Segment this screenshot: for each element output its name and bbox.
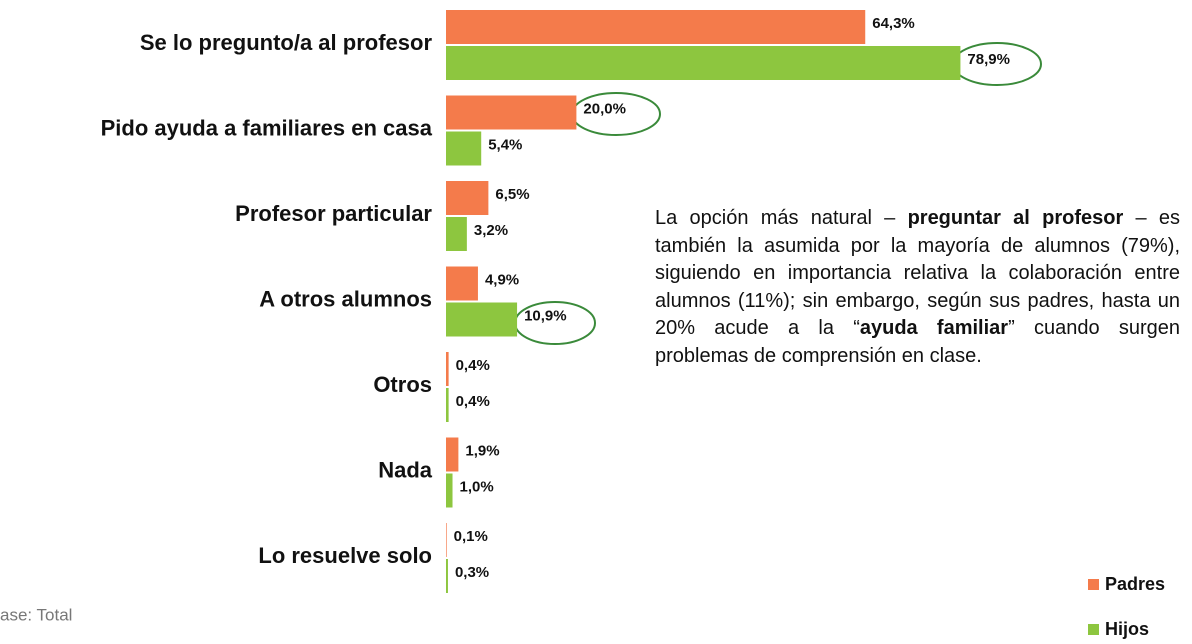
data-label: 6,5% (495, 186, 529, 203)
data-label: 78,9% (967, 51, 1010, 68)
bar (446, 131, 482, 166)
bar (446, 217, 467, 251)
category-label: Nada (378, 457, 433, 482)
data-label: 20,0% (583, 100, 626, 117)
category-label: Lo resuelve solo (258, 543, 432, 568)
bar (446, 46, 961, 80)
bar (446, 181, 489, 215)
data-label: 64,3% (872, 15, 915, 32)
data-label: 0,4% (456, 393, 490, 410)
bar (446, 523, 447, 557)
bar (446, 302, 518, 337)
data-label: 4,9% (485, 271, 519, 288)
data-label: 5,4% (488, 136, 522, 153)
legend-swatch (1088, 579, 1099, 590)
category-label: Profesor particular (235, 201, 432, 226)
bar (446, 388, 449, 422)
data-label: 1,0% (460, 478, 494, 495)
bar (446, 473, 453, 508)
data-label: 0,4% (456, 357, 490, 374)
legend-label: Padres (1105, 574, 1165, 594)
annotation: La opción más natural – preguntar al pro… (655, 205, 1180, 370)
footnote: ase: Total (0, 605, 72, 624)
data-label: 1,9% (465, 442, 499, 459)
data-label: 3,2% (474, 222, 508, 239)
category-label: Pido ayuda a familiares en casa (101, 115, 433, 140)
bar (446, 95, 577, 130)
bar (446, 10, 866, 44)
legend-label: Hijos (1105, 619, 1149, 639)
bar (446, 266, 478, 301)
data-label: 0,1% (454, 528, 488, 545)
bar (446, 352, 449, 386)
annotation-text: ” cuando surgen problemas de comprensión… (655, 317, 1180, 367)
category-label: A otros alumnos (259, 286, 432, 311)
legend-swatch (1088, 624, 1099, 635)
category-label: Se lo pregunto/a al profesor (140, 30, 433, 55)
annotation-text: La opción más natural – (655, 207, 908, 229)
annotation-text: preguntar al profesor (907, 207, 1124, 229)
bar (446, 559, 448, 593)
annotation-text: ayuda familiar (859, 317, 1009, 339)
bar (446, 437, 459, 472)
data-label: 10,9% (524, 307, 567, 324)
category-label: Otros (373, 372, 432, 397)
annotation-text: – es también la asumida por la mayoría d… (655, 207, 1181, 339)
data-label: 0,3% (455, 564, 489, 581)
